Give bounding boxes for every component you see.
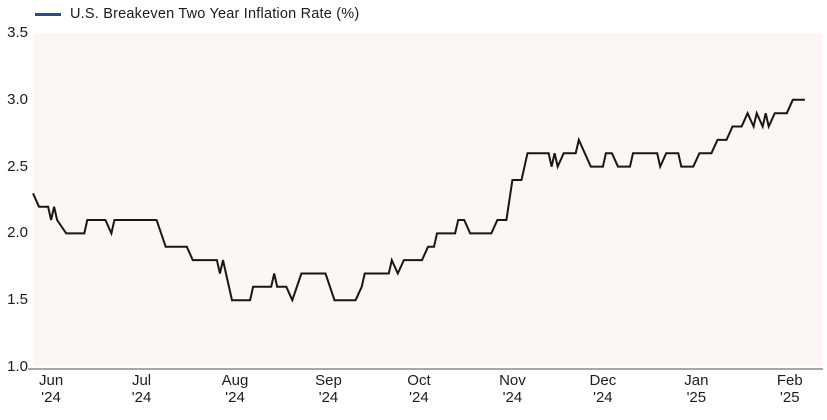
chart-legend: U.S. Breakeven Two Year Inflation Rate (… bbox=[35, 5, 359, 23]
x-tick-month: Jul bbox=[131, 372, 152, 389]
x-tick-year: '25 bbox=[780, 389, 800, 406]
x-tick-year: '24 bbox=[225, 389, 245, 406]
plot-background bbox=[33, 33, 823, 366]
y-tick-label: 2.0 bbox=[7, 224, 28, 242]
x-tick-label: Dec '24 bbox=[571, 372, 635, 406]
x-tick-label: Jun '24 bbox=[19, 372, 83, 406]
x-tick-month: Nov bbox=[499, 372, 526, 389]
x-tick-label: Sep '24 bbox=[296, 372, 360, 406]
legend-line-swatch bbox=[35, 12, 61, 16]
x-tick-label: Aug '24 bbox=[203, 372, 267, 406]
x-tick-label: Nov '24 bbox=[480, 372, 544, 406]
x-tick-year: '24 bbox=[409, 389, 429, 406]
x-tick-month: Oct bbox=[407, 372, 431, 389]
inflation-rate-line bbox=[32, 98, 805, 303]
x-tick-year: '24 bbox=[502, 389, 523, 406]
y-tick-label: 3.0 bbox=[7, 90, 28, 108]
x-axis-line bbox=[28, 367, 823, 370]
x-tick-month: Aug bbox=[221, 372, 249, 389]
x-tick-year: '24 bbox=[41, 389, 61, 406]
x-tick-label: Jul '24 bbox=[110, 372, 174, 406]
x-tick-label: Oct '24 bbox=[387, 372, 451, 406]
y-tick-label: 2.5 bbox=[7, 157, 28, 175]
x-tick-month: Feb bbox=[776, 372, 803, 389]
x-tick-year: '24 bbox=[593, 389, 613, 406]
y-tick-label: 1.0 bbox=[7, 358, 28, 375]
x-tick-year: '24 bbox=[318, 389, 339, 406]
x-tick-label: Jan '25 bbox=[664, 372, 728, 406]
x-tick-label: Feb '25 bbox=[758, 372, 822, 406]
legend-label: U.S. Breakeven Two Year Inflation Rate (… bbox=[70, 6, 360, 22]
y-tick-label: 1.5 bbox=[7, 291, 28, 309]
x-tick-year: '25 bbox=[686, 389, 707, 406]
x-tick-month: Jun bbox=[38, 372, 64, 389]
x-tick-month: Sep bbox=[315, 372, 342, 389]
y-tick-label: 3.5 bbox=[7, 24, 28, 41]
x-tick-year: '24 bbox=[131, 389, 152, 406]
x-tick-month: Dec bbox=[589, 372, 617, 389]
x-tick-month: Jan bbox=[684, 372, 709, 389]
